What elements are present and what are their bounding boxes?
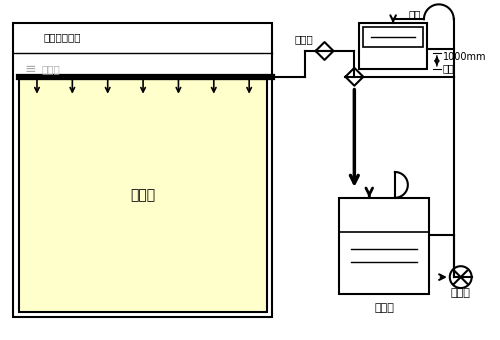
Bar <box>340 198 429 294</box>
Bar <box>14 23 272 317</box>
Text: 药液阀: 药液阀 <box>294 34 314 44</box>
Text: 1000mm: 1000mm <box>443 52 486 62</box>
Text: 加药泵: 加药泵 <box>451 288 470 298</box>
Bar <box>364 27 423 47</box>
Text: 药剂箱: 药剂箱 <box>374 303 394 313</box>
Text: ≡: ≡ <box>24 62 36 76</box>
Text: 以下: 以下 <box>443 63 454 73</box>
Text: 集水管: 集水管 <box>41 64 60 74</box>
Text: 反应池低水位: 反应池低水位 <box>43 32 80 42</box>
Text: 常开: 常开 <box>408 9 421 19</box>
Text: 膜组件: 膜组件 <box>130 188 155 202</box>
Bar <box>20 79 267 312</box>
Bar <box>360 23 427 69</box>
